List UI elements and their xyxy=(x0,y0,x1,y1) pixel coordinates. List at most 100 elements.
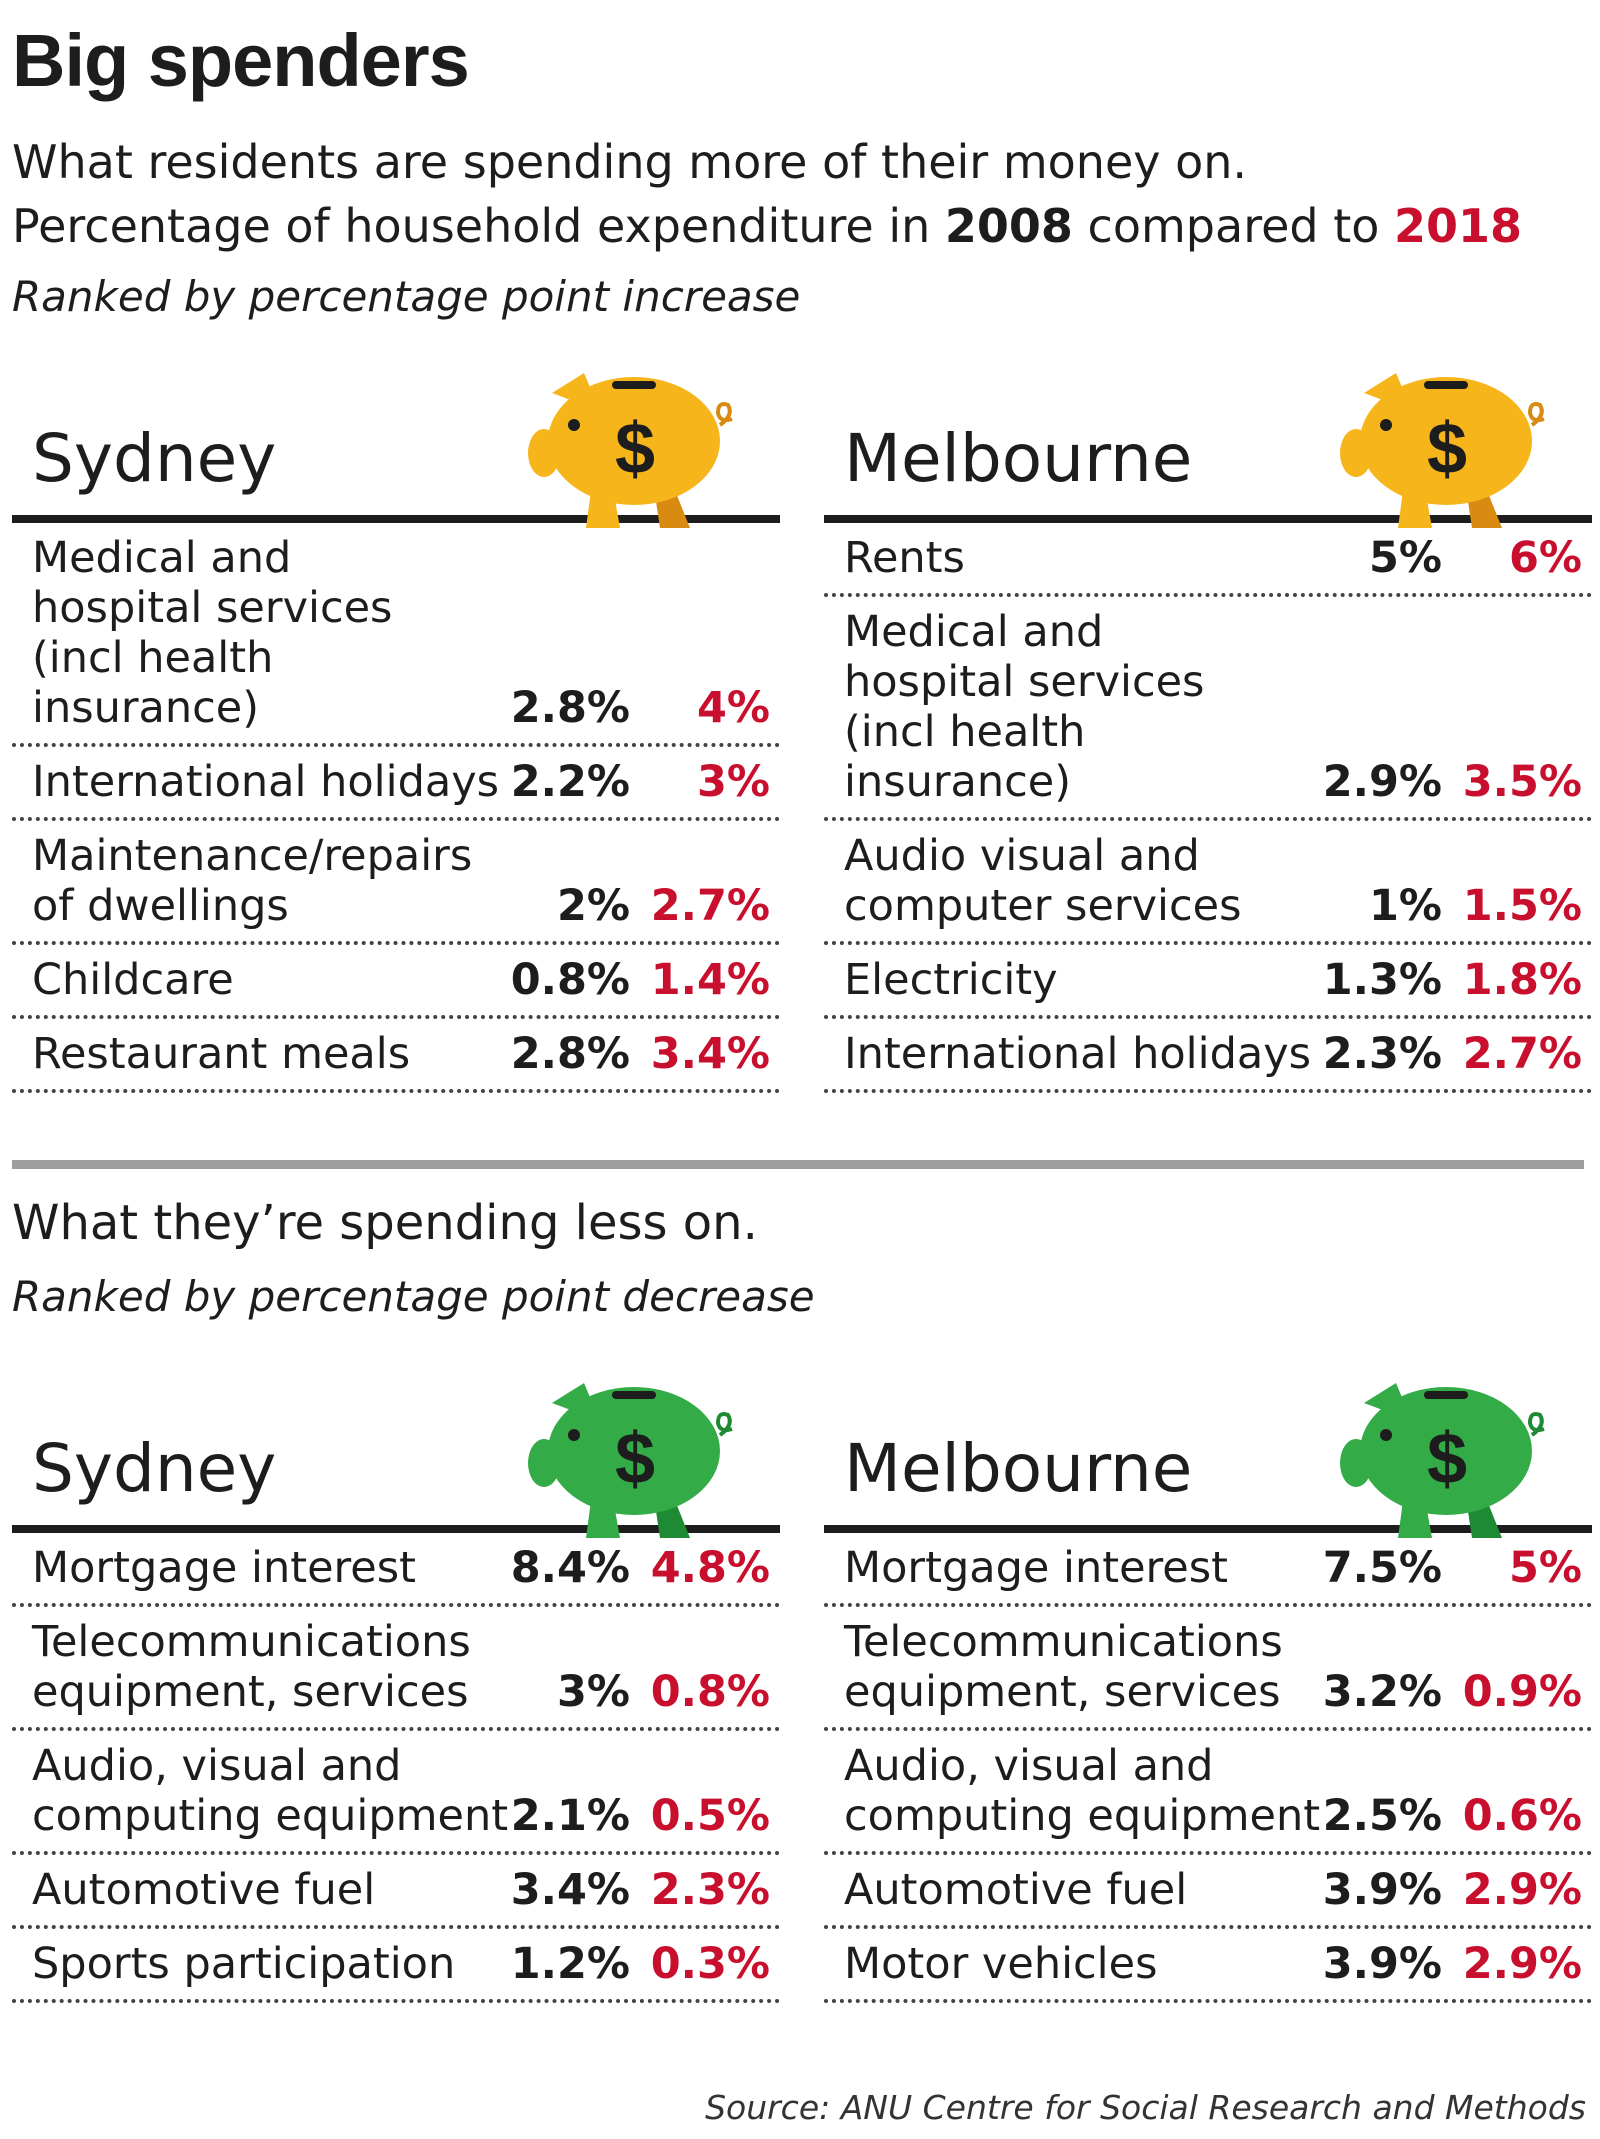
piggy-bank-dollar-icon: $ xyxy=(528,373,733,528)
value-2008: 1.2% xyxy=(510,1939,630,1989)
value-2008: 3.4% xyxy=(510,1865,630,1915)
city-name: Melbourne xyxy=(844,1430,1193,1507)
value-2018: 0.8% xyxy=(650,1667,770,1717)
piggy-bank-dollar-icon: $ xyxy=(1340,373,1545,528)
svg-text:$: $ xyxy=(615,1419,655,1499)
row-label: Audio, visual and computing equipment xyxy=(844,1741,1321,1841)
value-2018: 5% xyxy=(1508,1543,1582,1593)
row-label: Motor vehicles xyxy=(844,1939,1158,1989)
row-label: Restaurant meals xyxy=(32,1029,411,1079)
panel-more-sydney: Sydney $ Medical and hospital services (in… xyxy=(12,355,780,1093)
row-label: Mortgage interest xyxy=(32,1543,416,1593)
row-label: International holidays xyxy=(844,1029,1312,1079)
section-divider xyxy=(12,1160,1584,1169)
value-2008: 5% xyxy=(1368,533,1442,583)
value-2008: 2.8% xyxy=(510,683,630,733)
table-row-telecommunications-equipment-services: Telecommunications equipment, services 3%… xyxy=(12,1607,780,1731)
table-row-medical-and-hospital-services-incl-health-insurance: Medical and hospital services (incl heal… xyxy=(12,523,780,747)
table-row-childcare: Childcare 0.8% 1.4% xyxy=(12,945,780,1019)
value-2018: 0.3% xyxy=(650,1939,770,1989)
value-2018: 1.5% xyxy=(1462,881,1582,931)
value-2008: 2% xyxy=(556,881,630,931)
value-2018: 2.7% xyxy=(1462,1029,1582,1079)
table-row-automotive-fuel: Automotive fuel 3.4% 2.3% xyxy=(12,1855,780,1929)
value-2008: 1% xyxy=(1368,881,1442,931)
year-2018-label: 2018 xyxy=(1394,199,1523,253)
value-2008: 2.5% xyxy=(1322,1791,1442,1841)
value-2018: 2.9% xyxy=(1462,1939,1582,1989)
value-2018: 2.9% xyxy=(1462,1865,1582,1915)
panel-header: Sydney $ xyxy=(12,1365,780,1538)
value-2018: 3% xyxy=(696,757,770,807)
table-row-sports-participation: Sports participation 1.2% 0.3% xyxy=(12,1929,780,2003)
table-row-audio-visual-and-computer-services: Audio visual and computer services 1% 1.5% xyxy=(824,821,1592,945)
panel-less-melbourne: Melbourne $ Mortgage interest 7.5% 5% Telecom… xyxy=(824,1365,1592,2003)
row-label: Sports participation xyxy=(32,1939,456,1989)
year-2008-label: 2008 xyxy=(944,199,1073,253)
table-row-maintenance-repairs-of-dwellings: Maintenance/repairs of dwellings 2% 2.7% xyxy=(12,821,780,945)
table-row-audio-visual-and-computing-equipment: Audio, visual and computing equipment 2.5… xyxy=(824,1731,1592,1855)
piggy-bank-dollar-icon: $ xyxy=(1340,1383,1545,1538)
city-name: Sydney xyxy=(32,1430,277,1507)
value-2008: 2.1% xyxy=(510,1791,630,1841)
svg-text:$: $ xyxy=(1427,409,1467,489)
value-2018: 1.8% xyxy=(1462,955,1582,1005)
value-2018: 6% xyxy=(1508,533,1582,583)
panel-less-sydney: Sydney $ Mortgage interest 8.4% 4.8% Telecomm… xyxy=(12,1365,780,2003)
intro-line-2: Percentage of household expenditure in 2… xyxy=(12,194,1522,258)
row-label: Childcare xyxy=(32,955,234,1005)
value-2018: 4% xyxy=(696,683,770,733)
intro-line-1: What residents are spending more of thei… xyxy=(12,135,1248,189)
value-2008: 2.8% xyxy=(510,1029,630,1079)
city-name: Sydney xyxy=(32,420,277,497)
intro-line-2-mid: compared to xyxy=(1072,199,1395,253)
row-label: Medical and hospital services (incl heal… xyxy=(32,533,393,733)
source-note: Source: ANU Centre for Social Research a… xyxy=(705,2088,1586,2127)
row-label: Rents xyxy=(844,533,965,583)
page-title: Big spenders xyxy=(12,19,470,102)
table-row-mortgage-interest: Mortgage interest 8.4% 4.8% xyxy=(12,1533,780,1607)
value-2008: 8.4% xyxy=(510,1543,630,1593)
row-label: Automotive fuel xyxy=(32,1865,376,1915)
rank-decrease-note: Ranked by percentage point decrease xyxy=(12,1272,815,1321)
row-label: Maintenance/repairs of dwellings xyxy=(32,831,473,931)
table-row-medical-and-hospital-services-incl-health-insurance: Medical and hospital services (incl heal… xyxy=(824,597,1592,821)
row-label: Audio visual and computer services xyxy=(844,831,1242,931)
table-row-telecommunications-equipment-services: Telecommunications equipment, services 3.… xyxy=(824,1607,1592,1731)
row-label: Electricity xyxy=(844,955,1058,1005)
row-label: Telecommunications equipment, services xyxy=(32,1617,471,1717)
table-row-automotive-fuel: Automotive fuel 3.9% 2.9% xyxy=(824,1855,1592,1929)
value-2018: 0.5% xyxy=(650,1791,770,1841)
value-2018: 0.6% xyxy=(1462,1791,1582,1841)
row-label: Medical and hospital services (incl heal… xyxy=(844,607,1205,807)
value-2018: 2.7% xyxy=(650,881,770,931)
panel-header: Melbourne $ xyxy=(824,1365,1592,1538)
table-row-audio-visual-and-computing-equipment: Audio, visual and computing equipment 2.1… xyxy=(12,1731,780,1855)
value-2018: 2.3% xyxy=(650,1865,770,1915)
value-2008: 0.8% xyxy=(510,955,630,1005)
table-row-rents: Rents 5% 6% xyxy=(824,523,1592,597)
less-section-title: What they’re spending less on. xyxy=(12,1195,758,1251)
row-label: Automotive fuel xyxy=(844,1865,1188,1915)
value-2008: 1.3% xyxy=(1322,955,1442,1005)
value-2018: 0.9% xyxy=(1462,1667,1582,1717)
value-2008: 3% xyxy=(556,1667,630,1717)
value-2008: 2.2% xyxy=(510,757,630,807)
value-2018: 3.5% xyxy=(1462,757,1582,807)
svg-text:$: $ xyxy=(1427,1419,1467,1499)
piggy-bank-dollar-icon: $ xyxy=(528,1383,733,1538)
table-row-restaurant-meals: Restaurant meals 2.8% 3.4% xyxy=(12,1019,780,1093)
value-2008: 2.9% xyxy=(1322,757,1442,807)
panel-more-melbourne: Melbourne $ Rents 5% 6% Medical and hospital … xyxy=(824,355,1592,1093)
table-row-mortgage-interest: Mortgage interest 7.5% 5% xyxy=(824,1533,1592,1607)
table-row-international-holidays: International holidays 2.2% 3% xyxy=(12,747,780,821)
svg-text:$: $ xyxy=(615,409,655,489)
value-2018: 1.4% xyxy=(650,955,770,1005)
row-label: Mortgage interest xyxy=(844,1543,1228,1593)
table-row-electricity: Electricity 1.3% 1.8% xyxy=(824,945,1592,1019)
city-name: Melbourne xyxy=(844,420,1193,497)
value-2018: 3.4% xyxy=(650,1029,770,1079)
table-row-motor-vehicles: Motor vehicles 3.9% 2.9% xyxy=(824,1929,1592,2003)
row-label: Telecommunications equipment, services xyxy=(844,1617,1283,1717)
intro-line-2-prefix: Percentage of household expenditure in xyxy=(12,199,945,253)
